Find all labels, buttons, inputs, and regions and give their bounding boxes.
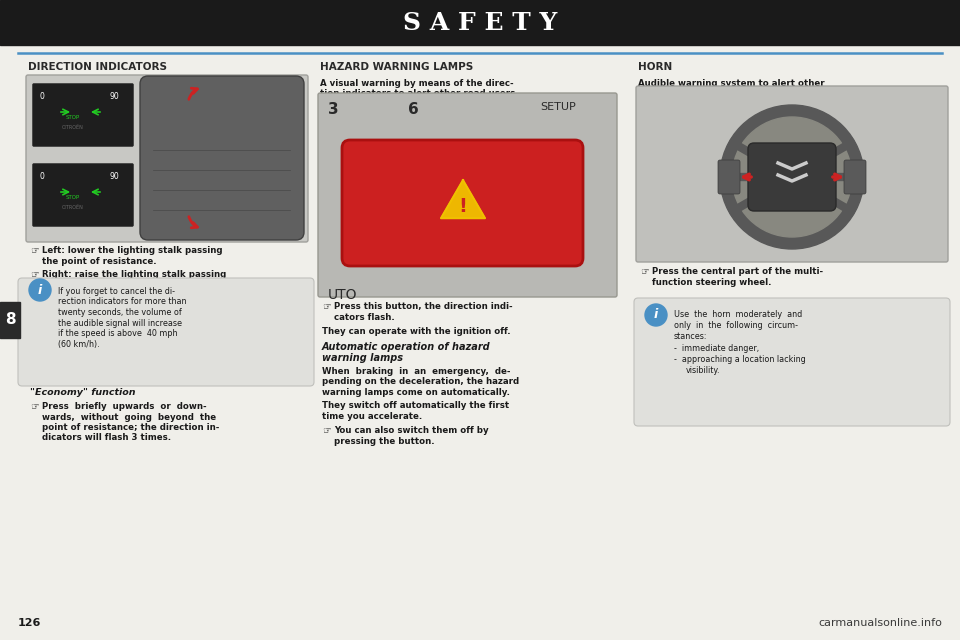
Text: CITROËN: CITROËN: [62, 125, 84, 130]
Text: 8: 8: [5, 312, 15, 328]
Text: You can also switch them off by: You can also switch them off by: [334, 426, 489, 435]
Text: -  immediate danger,: - immediate danger,: [674, 344, 759, 353]
Text: SETUP: SETUP: [540, 102, 576, 112]
Text: A visual warning by means of the direc-: A visual warning by means of the direc-: [320, 79, 514, 88]
Text: Press  briefly  upwards  or  down-: Press briefly upwards or down-: [42, 402, 206, 411]
Text: ☞: ☞: [322, 302, 331, 312]
Text: Left: lower the lighting stalk passing: Left: lower the lighting stalk passing: [42, 246, 223, 255]
Text: If you forget to cancel the di-: If you forget to cancel the di-: [58, 287, 175, 296]
Text: the audible signal will increase: the audible signal will increase: [58, 319, 182, 328]
FancyBboxPatch shape: [636, 86, 948, 262]
Text: twenty seconds, the volume of: twenty seconds, the volume of: [58, 308, 181, 317]
Circle shape: [720, 105, 864, 249]
Text: time you accelerate.: time you accelerate.: [322, 412, 422, 421]
Text: warning lamps: warning lamps: [322, 353, 403, 363]
Text: S A F E T Y: S A F E T Y: [403, 11, 557, 35]
Text: They switch off automatically the first: They switch off automatically the first: [322, 401, 509, 410]
Text: 126: 126: [18, 618, 41, 628]
FancyBboxPatch shape: [18, 278, 314, 386]
FancyBboxPatch shape: [844, 160, 866, 194]
Text: 0: 0: [40, 92, 45, 101]
Text: pending on the deceleration, the hazard: pending on the deceleration, the hazard: [322, 378, 519, 387]
FancyBboxPatch shape: [748, 143, 836, 211]
FancyBboxPatch shape: [634, 298, 950, 426]
Text: !: !: [459, 198, 468, 216]
Polygon shape: [441, 180, 485, 218]
Text: carmanualsonline.info: carmanualsonline.info: [818, 618, 942, 628]
Text: DIRECTION INDICATORS: DIRECTION INDICATORS: [28, 62, 167, 72]
Text: cident.: cident.: [320, 111, 354, 120]
Text: ☞: ☞: [322, 426, 331, 436]
Text: Audible warning system to alert other: Audible warning system to alert other: [638, 79, 825, 88]
Text: ☞: ☞: [30, 270, 38, 280]
Text: function steering wheel.: function steering wheel.: [652, 278, 772, 287]
Text: pressing the button.: pressing the button.: [334, 437, 435, 446]
Text: wards,  without  going  beyond  the: wards, without going beyond the: [42, 413, 216, 422]
Text: 0: 0: [40, 172, 45, 181]
Text: to a vehicle breakdown, towing or ac-: to a vehicle breakdown, towing or ac-: [320, 100, 505, 109]
Circle shape: [732, 117, 852, 237]
FancyBboxPatch shape: [33, 163, 133, 227]
Text: 90: 90: [110, 172, 120, 181]
Text: Press this button, the direction indi-: Press this button, the direction indi-: [334, 302, 513, 311]
Circle shape: [645, 304, 667, 326]
Text: i: i: [654, 308, 659, 321]
Text: point of resistance; the direction in-: point of resistance; the direction in-: [42, 423, 220, 432]
Text: They can operate with the ignition off.: They can operate with the ignition off.: [322, 327, 511, 336]
FancyBboxPatch shape: [318, 93, 617, 297]
Text: HAZARD WARNING LAMPS: HAZARD WARNING LAMPS: [320, 62, 473, 72]
Text: Use  the  horn  moderately  and: Use the horn moderately and: [674, 310, 803, 319]
Text: ☞: ☞: [640, 267, 649, 277]
Text: dicators will flash 3 times.: dicators will flash 3 times.: [42, 433, 171, 442]
FancyBboxPatch shape: [718, 160, 740, 194]
Text: STOP: STOP: [66, 115, 80, 120]
Text: 90: 90: [110, 92, 120, 101]
FancyBboxPatch shape: [33, 83, 133, 147]
Text: Right: raise the lighting stalk passing: Right: raise the lighting stalk passing: [42, 270, 227, 279]
Text: ☞: ☞: [30, 246, 38, 256]
Text: -  approaching a location lacking: - approaching a location lacking: [674, 355, 805, 364]
FancyBboxPatch shape: [342, 140, 583, 266]
Bar: [0, 0, 960, 45]
Text: Press the central part of the multi-: Press the central part of the multi-: [652, 267, 823, 276]
Text: road users to an imminent danger.: road users to an imminent danger.: [638, 90, 806, 99]
Text: if the speed is above  40 mph: if the speed is above 40 mph: [58, 329, 178, 338]
Text: HORN: HORN: [638, 62, 672, 72]
Text: rection indicators for more than: rection indicators for more than: [58, 298, 186, 307]
Text: i: i: [37, 284, 42, 296]
FancyBboxPatch shape: [140, 76, 304, 240]
Text: stances:: stances:: [674, 332, 708, 341]
Text: STOP: STOP: [66, 195, 80, 200]
Bar: [0, 302, 20, 338]
Text: 3: 3: [328, 102, 339, 117]
Text: warning lamps come on automatically.: warning lamps come on automatically.: [322, 388, 510, 397]
Text: cators flash.: cators flash.: [334, 313, 395, 322]
FancyBboxPatch shape: [26, 75, 308, 242]
Text: UTO: UTO: [328, 288, 357, 302]
Text: visibility.: visibility.: [686, 366, 721, 375]
Text: Automatic operation of hazard: Automatic operation of hazard: [322, 342, 491, 352]
Text: the point of resistance.: the point of resistance.: [42, 257, 156, 266]
Text: ☞: ☞: [30, 402, 38, 412]
Text: When  braking  in  an  emergency,  de-: When braking in an emergency, de-: [322, 367, 511, 376]
Text: the point of resistance.: the point of resistance.: [42, 281, 156, 290]
Text: "Economy" function: "Economy" function: [30, 388, 135, 397]
Text: 6: 6: [408, 102, 419, 117]
Circle shape: [29, 279, 51, 301]
Text: (60 km/h).: (60 km/h).: [58, 339, 100, 349]
Text: CITROËN: CITROËN: [62, 205, 84, 210]
Text: only  in  the  following  circum-: only in the following circum-: [674, 321, 798, 330]
Text: tion indicators to alert other road users: tion indicators to alert other road user…: [320, 90, 516, 99]
